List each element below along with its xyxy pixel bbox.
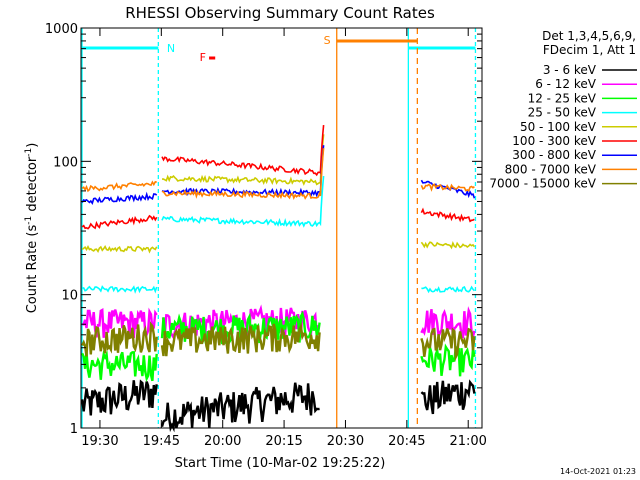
legend-label: 25 - 50 keV [528,106,597,120]
plot-area: N S F [81,28,477,433]
y-tick-label: 1000 [45,22,78,37]
legend-label: 50 - 100 keV [520,120,597,134]
series-100-300-kev [81,125,475,230]
legend-header-line-1: Det 1,3,4,5,6,9, [542,29,636,43]
x-tick-label: 20:45 [388,434,425,449]
y-axis-label: Count Rate (s-1 detector-1) [24,143,40,314]
plot-frame [80,27,483,429]
x-tick-label: 21:00 [449,434,486,449]
y-axis-ticks: 1 10 100 1000 [45,22,482,437]
y-tick-label: 10 [61,289,78,304]
y-tick-label: 100 [53,155,78,170]
y-tick-label: 1 [70,422,78,437]
series-800-7000-kev [81,148,475,201]
series-7000-15000-kev [81,321,476,362]
legend-label: 6 - 12 keV [535,77,597,91]
timestamp: 14-Oct-2021 01:23 [560,467,636,476]
series-3-6-kev [81,379,476,433]
series-25-50-kev [82,176,475,294]
x-tick-label: 20:15 [265,434,302,449]
legend-label: 100 - 300 keV [512,134,596,148]
flare-label: F [200,51,206,64]
saa-label: S [324,34,331,47]
series-50-100-kev [81,134,476,254]
legend-label: 800 - 7000 keV [505,162,597,176]
legend-label: 12 - 25 keV [528,91,597,105]
series-300-800-kev [81,145,476,206]
chart-title: RHESSI Observing Summary Count Rates [125,4,435,22]
x-axis-ticks: 19:30 19:45 20:00 20:15 20:30 20:45 21:00 [81,28,487,449]
legend-label: 7000 - 15000 keV [489,177,596,191]
x-tick-label: 19:30 [81,434,118,449]
legend-header-line-2: FDecim 1, Att 1 [543,43,636,57]
night-label: N [167,42,175,55]
legend-label: 300 - 800 keV [512,148,596,162]
x-tick-label: 20:30 [327,434,364,449]
x-axis-label: Start Time (10-Mar-02 19:25:22) [175,456,386,471]
legend-label: 3 - 6 keV [543,63,597,77]
x-tick-label: 20:00 [204,434,241,449]
x-tick-label: 19:45 [143,434,180,449]
legend: Det 1,3,4,5,6,9, FDecim 1, Att 1 3 - 6 k… [489,29,637,191]
